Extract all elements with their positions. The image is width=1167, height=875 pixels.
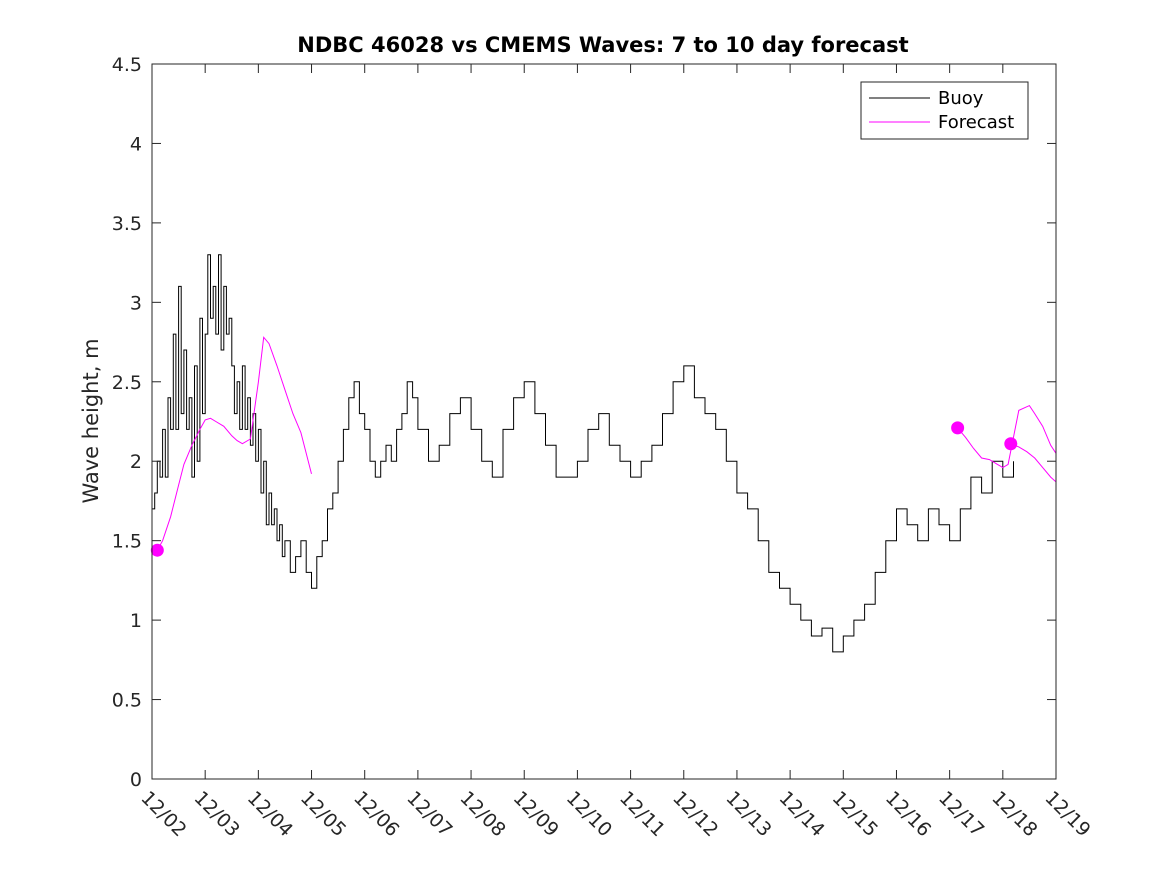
y-tick-label: 1.5: [112, 531, 142, 553]
y-tick-labels: 0 0.5 1 1.5 2 2.5 3 3.5 4 4.5: [112, 54, 142, 791]
buoy-series-line: [152, 254, 1014, 653]
y-tick-label: 4.5: [112, 54, 142, 76]
y-axis-label: Wave height, m: [79, 338, 103, 503]
y-tick-label: 2.5: [112, 372, 142, 394]
y-tick-label: 3.5: [112, 213, 142, 235]
y-tick-label: 1: [130, 610, 142, 632]
plot-area: [152, 64, 1056, 779]
y-tick-label: 0: [130, 769, 142, 791]
forecast-series-line-1: [957, 404, 1056, 469]
tick-layer: [151, 63, 1057, 780]
plot-frame: [151, 63, 1057, 780]
forecast-series-line-0: [156, 336, 312, 551]
y-tick-label: 3: [130, 292, 142, 314]
legend: Buoy Forecast: [860, 81, 1029, 140]
y-tick-label: 4: [130, 133, 142, 155]
chart-title: NDBC 46028 vs CMEMS Waves: 7 to 10 day f…: [297, 33, 908, 57]
y-tick-label: 2: [130, 451, 142, 473]
y-tick-label: 0.5: [112, 690, 142, 712]
forecast-start-marker: [150, 543, 164, 557]
legend-forecast-label: Forecast: [938, 112, 1014, 133]
series-layer: [152, 254, 1056, 653]
forecast-series-line-2: [1010, 443, 1056, 483]
marker-layer: [150, 421, 1018, 557]
legend-box: [860, 81, 1029, 140]
forecast-start-marker: [951, 421, 965, 435]
legend-buoy-label: Buoy: [938, 88, 984, 109]
forecast-start-marker: [1004, 437, 1018, 451]
